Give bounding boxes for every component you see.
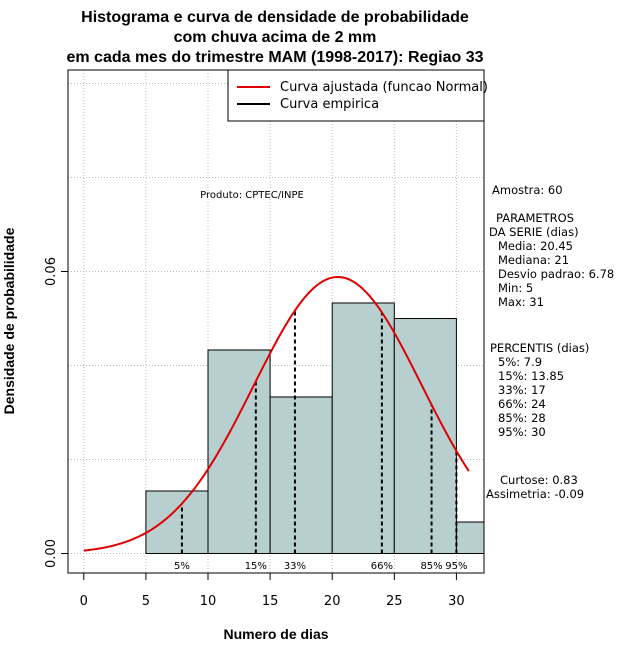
axes: 0 5 10 15 20 25 30 0.00 0.06 [44, 257, 465, 609]
x-tick-label-30: 30 [448, 594, 465, 609]
histogram-bar-2 [207, 349, 271, 554]
stat-median: Mediana: 21 [498, 253, 569, 267]
percentile-lines: 5% 15% 33% 66% 85% 95% [174, 310, 468, 572]
legend-label-empirical-curve: Curva empirica [280, 97, 379, 112]
percentile-label-15pct: 15% [245, 561, 267, 572]
x-tick-label-10: 10 [200, 594, 217, 609]
stat-percentiles-header: PERCENTIS (dias) [490, 341, 589, 355]
chart-title-line-1: Histograma e curva de densidade de proba… [81, 9, 469, 26]
x-tick-label-20: 20 [324, 594, 341, 609]
stat-mean: Media: 20.45 [498, 239, 573, 253]
x-tick-label-25: 25 [386, 594, 403, 609]
percentile-label-66pct: 66% [371, 561, 393, 572]
y-axis-title: Densidade de probabilidade [1, 227, 17, 414]
stat-max: Max: 31 [498, 295, 544, 309]
histogram-bar-3 [269, 396, 333, 554]
normal-fit-curve [83, 275, 470, 552]
stat-p66: 66%: 24 [498, 397, 546, 411]
y-tick-label-0: 0.00 [44, 539, 59, 568]
legend-box [227, 69, 485, 122]
stat-p15: 15%: 13.85 [498, 369, 564, 383]
stat-min: Min: 5 [498, 281, 533, 295]
stat-p85: 85%: 28 [498, 411, 546, 425]
stat-p95: 95%: 30 [498, 425, 546, 439]
x-tick-label-0: 0 [80, 594, 88, 609]
histogram-bar-4 [331, 302, 395, 554]
stat-sample-size: Amostra: 60 [492, 183, 563, 197]
chart-title-line-3: em cada mes do trimestre MAM (1998-2017)… [66, 49, 483, 66]
histogram-bar-1 [145, 490, 209, 554]
stat-params-header-2: DA SERIE (dias) [489, 225, 579, 239]
histogram-bars [145, 302, 485, 555]
histogram-bar-5 [393, 318, 457, 554]
y-tick-label-1: 0.06 [44, 257, 59, 286]
histogram-bar-6 [455, 521, 485, 555]
stat-p33: 33%: 17 [498, 383, 546, 397]
product-annotation: Produto: CPTEC/INPE [200, 190, 304, 201]
percentile-label-33pct: 33% [284, 561, 306, 572]
statistics-panel: Amostra: 60 PARAMETROS DA SERIE (dias) M… [486, 183, 614, 501]
density-curve [83, 275, 470, 552]
stat-p5: 5%: 7.9 [498, 355, 542, 369]
stat-std-dev: Desvio padrao: 6.78 [498, 267, 614, 281]
percentile-label-85pct: 85% [420, 561, 442, 572]
legend: Curva ajustada (funcao Normal) Curva emp… [227, 69, 488, 122]
stat-kurtosis: Curtose: 0.83 [500, 473, 578, 487]
chart-title-line-2: com chuva acima de 2 mm [174, 29, 377, 46]
x-tick-label-15: 15 [262, 594, 279, 609]
x-axis-title: Numero de dias [223, 626, 328, 642]
stat-skewness: Assimetria: -0.09 [486, 487, 584, 501]
percentile-label-5pct: 5% [174, 561, 190, 572]
percentile-label-95pct: 95% [445, 561, 467, 572]
stat-params-header-1: PARAMETROS [496, 211, 574, 225]
legend-label-fitted-curve: Curva ajustada (funcao Normal) [280, 80, 488, 95]
x-tick-label-5: 5 [142, 594, 150, 609]
